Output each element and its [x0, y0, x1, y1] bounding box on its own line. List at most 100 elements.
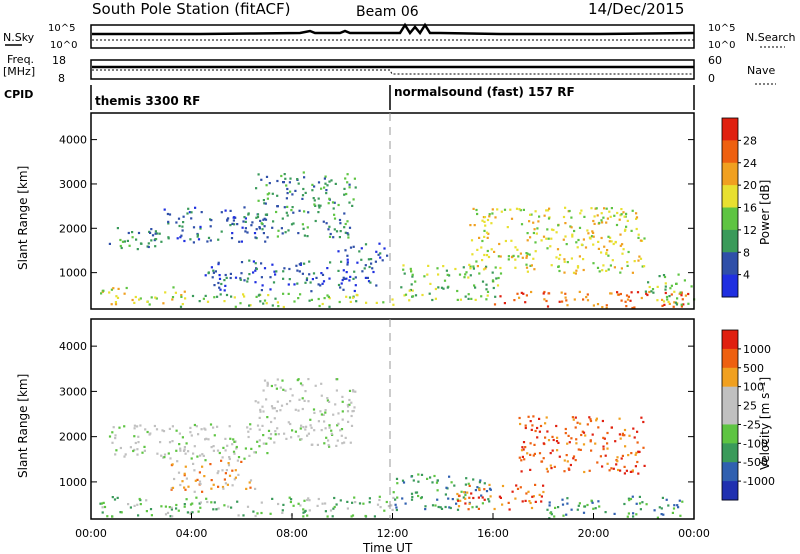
data-cell	[129, 446, 132, 449]
data-cell	[240, 261, 244, 264]
data-cell	[644, 290, 647, 293]
data-cell	[148, 303, 151, 306]
data-cell	[565, 513, 568, 516]
data-cell	[254, 400, 257, 403]
data-cell	[530, 428, 533, 431]
data-cell	[608, 469, 611, 472]
data-cell	[542, 484, 545, 487]
data-cell	[548, 292, 551, 295]
data-cell	[319, 410, 322, 413]
data-cell	[328, 400, 331, 403]
data-cell	[168, 506, 171, 509]
data-cell	[592, 235, 595, 238]
data-cell	[345, 295, 348, 298]
data-cell	[285, 402, 289, 406]
data-cell	[313, 429, 316, 432]
data-cell	[108, 291, 111, 294]
data-cell	[303, 499, 306, 502]
data-cell	[472, 207, 475, 210]
data-cell	[671, 511, 674, 514]
data-cell	[635, 216, 639, 219]
data-cell	[283, 173, 286, 176]
data-cell	[410, 283, 413, 286]
data-cell	[621, 243, 624, 246]
data-cell	[146, 300, 149, 303]
data-cell	[351, 514, 355, 517]
data-cell	[277, 433, 280, 436]
data-cell	[605, 251, 608, 254]
data-cell	[262, 232, 265, 235]
data-cell	[324, 175, 327, 178]
data-cell	[290, 209, 293, 212]
data-cell	[529, 501, 532, 505]
data-cell	[493, 250, 496, 253]
data-cell	[311, 189, 314, 192]
data-cell	[191, 294, 195, 298]
data-cell	[168, 441, 172, 444]
data-cell	[557, 506, 560, 509]
data-cell	[146, 430, 149, 434]
data-cell	[354, 284, 357, 287]
data-cell	[181, 225, 184, 228]
data-cell	[341, 418, 344, 421]
data-cell	[296, 282, 299, 285]
data-cell	[459, 298, 462, 301]
data-cell	[566, 304, 569, 307]
data-cell	[440, 286, 444, 289]
data-cell	[229, 224, 232, 227]
data-cell	[277, 305, 280, 308]
data-cell	[457, 494, 461, 498]
data-cell	[620, 208, 623, 211]
data-cell	[642, 446, 645, 449]
data-cell	[262, 218, 265, 221]
freq-label-1: Freq.	[7, 53, 34, 66]
data-cell	[184, 488, 187, 491]
data-cell	[302, 508, 305, 511]
data-cell	[682, 303, 685, 306]
data-cell	[591, 501, 594, 504]
data-cell	[118, 426, 121, 429]
data-cell	[604, 454, 607, 457]
data-cell	[307, 497, 310, 500]
data-cell	[652, 291, 655, 294]
data-cell	[301, 397, 304, 400]
data-cell	[212, 483, 215, 486]
data-cell	[471, 506, 474, 509]
data-cell	[653, 509, 656, 512]
data-cell	[262, 199, 265, 202]
data-cell	[555, 231, 558, 234]
data-cell	[610, 240, 613, 243]
data-cell	[454, 267, 457, 271]
data-cell	[549, 511, 552, 515]
data-cell	[476, 212, 479, 216]
data-cell	[201, 490, 204, 493]
data-cell	[221, 485, 225, 489]
colorbar-tick-label: 20	[743, 179, 757, 192]
data-cell	[286, 192, 289, 195]
data-cell	[258, 428, 261, 431]
plot-title: South Pole Station (fitACF)	[92, 0, 290, 18]
y-tick-label: 3000	[59, 385, 87, 398]
data-cell	[575, 442, 578, 445]
data-cell	[606, 249, 609, 252]
data-cell	[277, 229, 280, 232]
data-cell	[429, 476, 432, 479]
data-cell	[497, 255, 500, 258]
data-cell	[252, 510, 255, 513]
data-cell	[485, 283, 488, 286]
data-cell	[548, 517, 551, 520]
data-cell	[137, 441, 140, 444]
data-cell	[540, 495, 543, 498]
data-cell	[589, 439, 592, 442]
data-cell	[169, 457, 172, 460]
data-cell	[414, 294, 418, 297]
data-cell	[204, 459, 207, 462]
data-cell	[353, 177, 356, 180]
data-cell	[679, 291, 682, 294]
data-cell	[255, 187, 258, 190]
data-cell	[550, 264, 553, 267]
data-cell	[672, 305, 675, 308]
data-cell	[542, 490, 545, 494]
data-cell	[248, 259, 251, 262]
data-cell	[234, 476, 237, 479]
